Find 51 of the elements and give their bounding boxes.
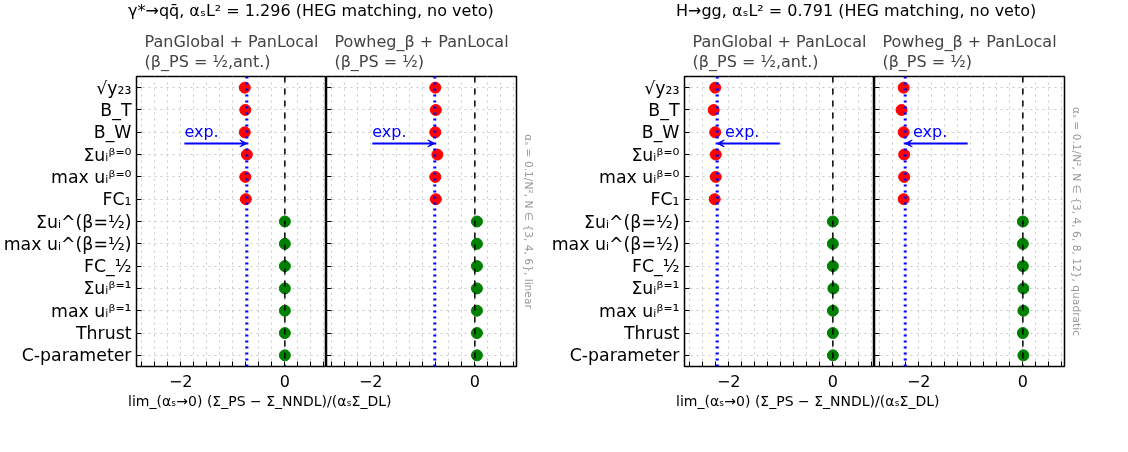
y-tick-label: Σuᵢ^(β=½) (584, 211, 680, 232)
ref-line-label: exp. (184, 122, 219, 142)
x-tick-label: 0 (1017, 371, 1028, 391)
ref-line-label: exp. (913, 122, 948, 142)
y-tick-label: √y₂₃ (644, 77, 680, 98)
y-tick-label: B_W (93, 122, 132, 144)
y-tick-label: max uᵢᵝ⁼¹ (51, 300, 132, 321)
ref-line-label: exp. (725, 122, 760, 142)
point (470, 237, 483, 250)
chart-subtitle: PanGlobal + PanLocal (β_PS = ½,ant.) (144, 31, 319, 73)
chart-subtitle: Powheg_β + PanLocal (β_PS = ½) (882, 31, 1057, 73)
y-tick-label: C-parameter (569, 345, 681, 366)
text: αₛ = 0.1/N², N ∈ {3, 4, 6, 8, 12}, quadratic (1069, 106, 1083, 337)
x-axis-title: lim_(αₛ→0) (Σ_PS − Σ_NNDL)/(αₛΣ_DL) (127, 392, 392, 411)
y-tick-label: Σuᵢᵝ⁼⁰ (631, 144, 680, 165)
chart-title: H→gg, αₛL² = 0.791 (HEG matching, no veto) (675, 0, 1037, 22)
y-tick-label: FC_½ (631, 256, 680, 278)
x-tick-label: 0 (469, 371, 480, 391)
x-tick-label: −2 (716, 371, 741, 391)
x-tick-label: −2 (168, 371, 193, 391)
x-tick-label: 0 (827, 371, 838, 391)
y-tick-label: Thrust (623, 323, 680, 344)
y-tick-label: Σuᵢᵝ⁼¹ (83, 278, 132, 299)
y-tick-label: B_T (648, 99, 680, 121)
chart-subtitle: Powheg_β + PanLocal (β_PS = ½) (334, 31, 509, 73)
text: αₛ = 0.1/N², N ∈ {3, 4, 6}, linear (521, 134, 535, 310)
y-tick-label: max uᵢ^(β=½) (551, 233, 680, 254)
y-tick-label: Σuᵢᵝ⁼¹ (631, 278, 680, 299)
y-tick-label: Σuᵢ^(β=½) (36, 211, 132, 232)
y-tick-label: √y₂₃ (96, 77, 132, 98)
chart-subtitle: PanGlobal + PanLocal (β_PS = ½,ant.) (692, 31, 867, 73)
y-tick-label: FC_½ (83, 256, 132, 278)
y-tick-label: Thrust (75, 323, 132, 344)
y-tick-label: Σuᵢᵝ⁼⁰ (83, 144, 132, 165)
ref-line-label: exp. (372, 122, 407, 142)
y-tick-label: max uᵢᵝ⁼⁰ (51, 166, 132, 187)
y-tick-label: FC₁ (650, 189, 680, 210)
x-tick-label: 0 (279, 371, 290, 391)
point (470, 260, 483, 273)
y-tick-label: B_T (100, 99, 132, 121)
chart-title: γ*→qq̄, αₛL² = 1.296 (HEG matching, no veto) (127, 0, 494, 22)
x-tick-label: −2 (906, 371, 931, 391)
y-tick-label: max uᵢᵝ⁼¹ (599, 300, 680, 321)
y-tick-label: B_W (641, 122, 680, 144)
y-tick-label: max uᵢ^(β=½) (3, 233, 132, 254)
y-tick-label: FC₁ (102, 189, 132, 210)
x-tick-label: −2 (358, 371, 383, 391)
y-tick-label: C-parameter (21, 345, 133, 366)
point (470, 282, 483, 295)
y-tick-label: max uᵢᵝ⁼⁰ (599, 166, 680, 187)
x-axis-title: lim_(αₛ→0) (Σ_PS − Σ_NNDL)/(αₛΣ_DL) (675, 392, 940, 411)
